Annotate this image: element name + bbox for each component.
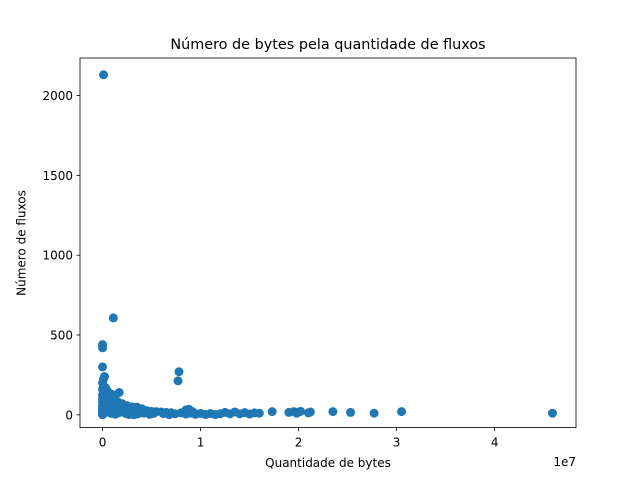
- data-point: [267, 407, 277, 417]
- data-point: [200, 410, 210, 420]
- data-point: [328, 407, 338, 417]
- x-tick-label: 4: [491, 436, 499, 450]
- data-point: [188, 407, 198, 417]
- data-point: [110, 409, 120, 419]
- data-point: [397, 407, 407, 417]
- data-point: [220, 407, 230, 417]
- data-points-group: [98, 70, 557, 420]
- data-point: [305, 407, 315, 417]
- y-tick-label: 2000: [42, 89, 73, 103]
- y-axis-label: Número de fluxos: [15, 190, 29, 296]
- data-point: [369, 408, 379, 418]
- x-axis-ticks: 0 1 2 3 4: [99, 427, 499, 450]
- data-point: [108, 313, 118, 323]
- axes-frame: [79, 57, 577, 429]
- data-point: [240, 408, 250, 418]
- y-tick-label: 0: [65, 408, 73, 422]
- data-point: [296, 406, 306, 416]
- data-point: [174, 367, 184, 377]
- data-point: [230, 407, 240, 417]
- data-point: [254, 408, 264, 418]
- data-point: [99, 70, 109, 80]
- data-point: [129, 410, 139, 420]
- data-point: [98, 410, 108, 420]
- y-axis-ticks: 0 500 1000 1500 2000: [42, 89, 80, 422]
- data-point: [98, 343, 108, 353]
- data-point: [145, 409, 155, 419]
- x-tick-label: 3: [393, 436, 401, 450]
- data-point: [173, 376, 183, 386]
- data-point: [346, 407, 356, 417]
- x-tick-label: 0: [99, 436, 107, 450]
- data-point: [164, 410, 174, 420]
- x-axis-label: Quantidade de bytes: [265, 456, 391, 470]
- data-point: [98, 362, 108, 372]
- y-tick-label: 500: [50, 329, 73, 343]
- y-tick-label: 1500: [42, 169, 73, 183]
- y-tick-label: 1000: [42, 249, 73, 263]
- x-tick-label: 2: [295, 436, 303, 450]
- x-axis-offset-label: 1e7: [553, 455, 576, 469]
- data-point: [210, 410, 220, 420]
- chart-title: Número de bytes pela quantidade de fluxo…: [170, 37, 485, 53]
- x-tick-label: 1: [197, 436, 205, 450]
- data-point: [547, 408, 557, 418]
